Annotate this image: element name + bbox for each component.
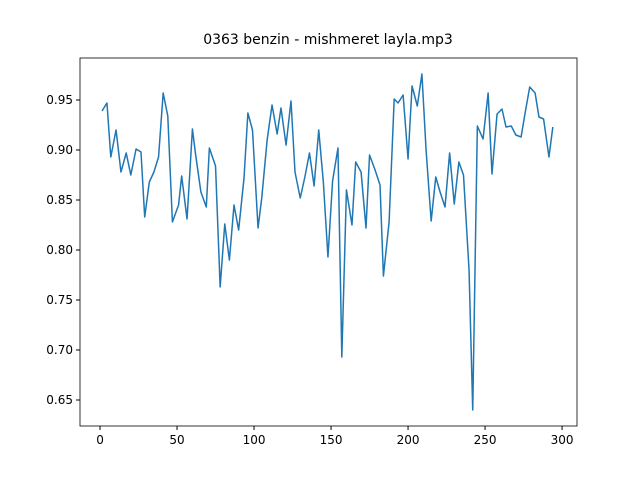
x-tick-label: 100 <box>243 433 266 447</box>
x-tick-label: 300 <box>551 433 574 447</box>
y-tick-label: 0.65 <box>46 393 73 407</box>
axes-frame <box>79 57 578 427</box>
y-tick-label: 0.80 <box>46 243 73 257</box>
x-tick-label: 150 <box>320 433 343 447</box>
y-tick-label: 0.75 <box>46 293 73 307</box>
chart-title: 0363 benzin - mishmeret layla.mp3 <box>203 32 453 48</box>
y-tick-label: 0.95 <box>46 93 73 107</box>
y-tick-label: 0.70 <box>46 343 73 357</box>
x-tick-label: 50 <box>169 433 184 447</box>
x-tick-label: 0 <box>96 433 104 447</box>
line <box>101 73 554 411</box>
x-tick-label: 200 <box>397 433 420 447</box>
y-tick-label: 0.85 <box>46 193 73 207</box>
y-tick-label: 0.90 <box>46 143 73 157</box>
x-tick-label: 250 <box>474 433 497 447</box>
